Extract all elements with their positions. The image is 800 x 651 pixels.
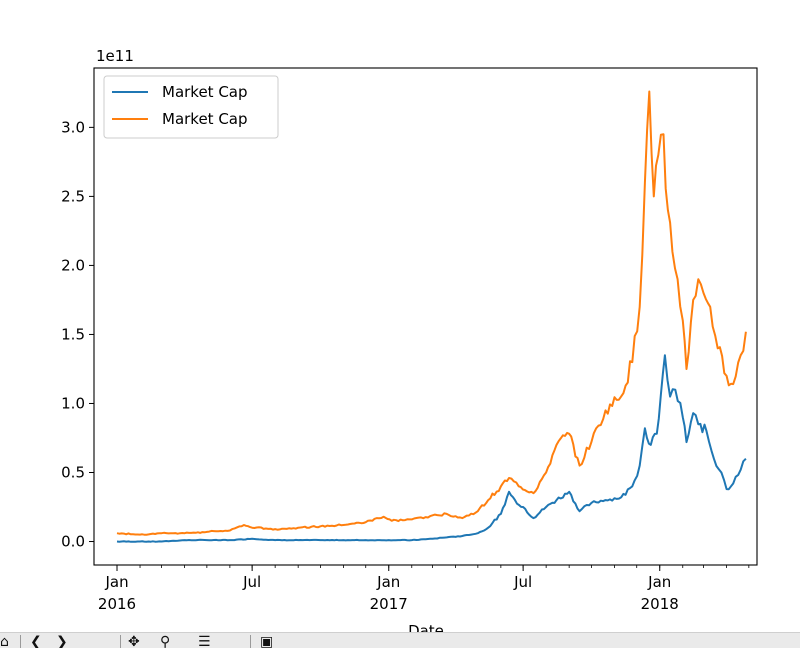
y-tick-label: 0.0 [61, 533, 85, 551]
back-icon[interactable]: ❮ [30, 634, 42, 648]
y-tick-label: 1.0 [61, 394, 85, 412]
legend-label: Market Cap [162, 83, 248, 101]
forward-icon[interactable]: ❯ [56, 634, 68, 648]
y-tick-label: 2.0 [61, 256, 85, 274]
toolbar-separator [120, 635, 121, 648]
x-axis: Jan 2016 Jul Jan 2017 Jul Jan 2018 [98, 565, 750, 613]
x-tick-label: Jan [647, 573, 671, 591]
legend-label: Market Cap [162, 110, 248, 128]
y-tick-label: 1.5 [61, 325, 85, 343]
y-tick-label: 2.5 [61, 187, 85, 205]
y-tick-label: 3.0 [61, 118, 85, 136]
zoom-icon[interactable]: ⚲ [160, 634, 171, 648]
save-icon[interactable]: ▣ [260, 634, 274, 648]
series-layer [116, 90, 747, 543]
series-line [116, 354, 747, 543]
x-tick-label: Jul [513, 573, 532, 591]
x-tick-year-label: 2018 [641, 595, 679, 613]
y-axis: 0.0 0.5 1.0 1.5 2.0 2.5 3.0 [61, 118, 94, 551]
y-tick-label: 0.5 [61, 464, 85, 482]
pan-icon[interactable]: ✥ [128, 634, 140, 648]
x-tick-label: Jan [104, 573, 128, 591]
axis-offset-label: 1e11 [96, 47, 134, 65]
x-tick-year-label: 2017 [370, 595, 408, 613]
series-line [116, 90, 747, 536]
legend: Market Cap Market Cap [103, 75, 279, 139]
toolbar-separator [20, 635, 21, 648]
x-tick-year-label: 2016 [98, 595, 136, 613]
plot-frame [93, 67, 758, 566]
configure-icon[interactable]: ☰ [198, 634, 211, 648]
toolbar-separator [250, 635, 251, 648]
x-tick-label: Jul [242, 573, 261, 591]
navigation-toolbar: ⌂ ❮ ❯ ✥ ⚲ ☰ ▣ [0, 632, 800, 648]
home-icon[interactable]: ⌂ [0, 634, 9, 648]
x-tick-label: Jan [376, 573, 400, 591]
plot-background [94, 68, 757, 565]
